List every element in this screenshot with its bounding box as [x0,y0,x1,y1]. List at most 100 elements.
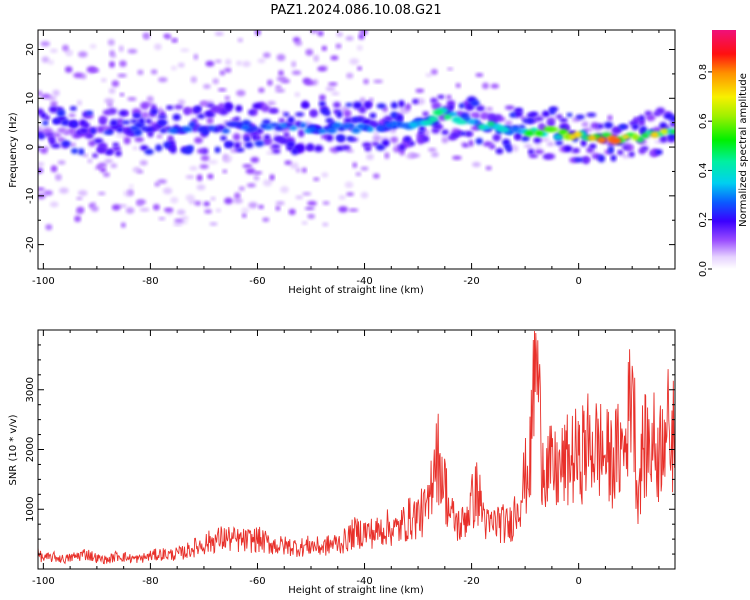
colorbar: 0.0 0.2 0.4 0.6 0.8 Normalized spectral ampl… [698,30,749,277]
spectrogram-cell [116,126,124,133]
spectrogram-cell [348,208,359,212]
spectrogram-cell [221,128,231,134]
spectrogram-cell [172,113,181,121]
spectrogram-xtick-label: -40 [356,276,372,287]
spectrogram-cell [47,59,55,65]
spectrogram-cell [322,222,329,227]
spectrogram-cell [650,131,660,138]
spectrogram-cell [201,147,209,155]
spectrogram-cell [100,78,107,83]
spectrogram-cell [196,126,207,133]
spectrogram-cell [108,61,116,68]
spectrogram-cell [107,107,118,115]
spectrogram-cell [40,147,48,153]
spectrogram-cell [52,118,60,125]
spectrogram-cell [618,124,627,130]
spectrogram-cell [330,55,339,61]
spectrogram-cell [384,152,390,160]
spectrogram-cell [173,222,183,226]
spectrogram-cell [258,204,264,209]
spectrogram-cell [214,32,224,36]
spectrogram-cell [110,163,118,168]
spectrogram-cell [42,120,49,126]
spectrogram-cell [127,189,134,196]
spectrogram-cell [204,209,213,214]
spectrogram-cell [79,119,87,126]
spectrogram-cell [298,129,305,138]
spectrogram-cell [331,122,343,129]
spectrogram-cell [291,70,302,75]
spectrogram-cell [320,107,330,115]
spectrogram-cell [533,137,542,144]
spectrogram-cell [490,115,499,123]
colorbar-tick-label: 0.4 [698,162,709,178]
spectrogram-cell [290,162,299,170]
spectrogram-cell [373,79,383,84]
spectrogram-cell [534,130,544,137]
spectrogram-cell [351,127,361,134]
spectrogram-cell [273,135,284,143]
spectrogram-cell [281,79,291,84]
spectrogram-cell [313,54,320,62]
spectrogram-cell [258,87,265,93]
spectrogram-cell [369,112,377,119]
spectrogram-cell [336,110,343,119]
spectrogram-cell [587,135,597,141]
spectrogram-cell [207,125,216,132]
spectrogram-cell [309,109,319,118]
spectrogram-cell [97,191,106,196]
snr-x-axis: -100 -80 -60 -40 -20 0 [32,330,660,587]
spectrogram-cell [622,153,630,159]
spectrogram-cell [446,67,454,71]
spectrogram-cell [104,149,114,156]
spectrogram-cell [57,127,67,134]
spectrogram-cell [269,174,275,181]
spectrogram-cell [74,215,82,222]
spectrogram-cell [214,146,221,153]
snr-xtick-label: 0 [575,576,581,587]
colorbar-ticks: 0.0 0.2 0.4 0.6 0.8 [698,64,712,277]
spectrogram-cell [284,160,292,165]
spectrogram-cell [203,201,210,207]
spectrogram-cell [430,68,438,75]
spectrogram-cell [224,67,232,73]
spectrogram-cell [441,129,449,135]
spectrogram-cell [495,148,504,155]
spectrogram-cell [181,126,193,133]
spectrogram-cell [180,216,189,220]
spectrogram-cell [590,122,599,130]
spectrogram-cell [89,44,97,49]
spectrogram-cell [480,113,487,120]
spectrogram-cell [610,137,622,145]
spectrogram-cell [398,100,405,108]
spectrogram-cell [607,115,613,121]
snr-y-axis: 1000 2000 3000 [25,329,675,570]
spectrogram-cell [352,162,358,168]
spectrogram-cell [197,113,205,119]
spectrogram-cell [335,43,342,49]
spectrogram-cell [475,137,483,145]
spectrogram-cell [108,88,116,94]
spectrogram-cell [144,148,154,155]
spectrogram-cell [109,119,119,127]
spectrogram-cell [403,136,412,142]
spectrogram-cell [302,77,312,85]
snr-ytick-label: 3000 [25,377,36,402]
spectrogram-cell [82,153,89,157]
spectrogram-cell [70,120,79,128]
spectrogram-cell [50,165,58,173]
spectrogram-cell [534,149,544,154]
spectrogram-cell [158,119,168,126]
spectrogram-cell [139,207,150,212]
spectrogram-cell [505,120,513,125]
spectrogram-cell [529,111,539,117]
spectrogram-cell [375,144,386,151]
spectrogram-xtick-label: -100 [32,276,55,287]
spectrogram-cell [253,171,263,175]
spectrogram-cell [240,124,250,130]
spectrogram-cell [86,66,97,73]
spectrogram-cell [262,52,271,58]
spectrogram-cell [50,48,58,53]
spectrogram-cell [291,60,297,68]
spectrogram-cell [264,125,274,130]
